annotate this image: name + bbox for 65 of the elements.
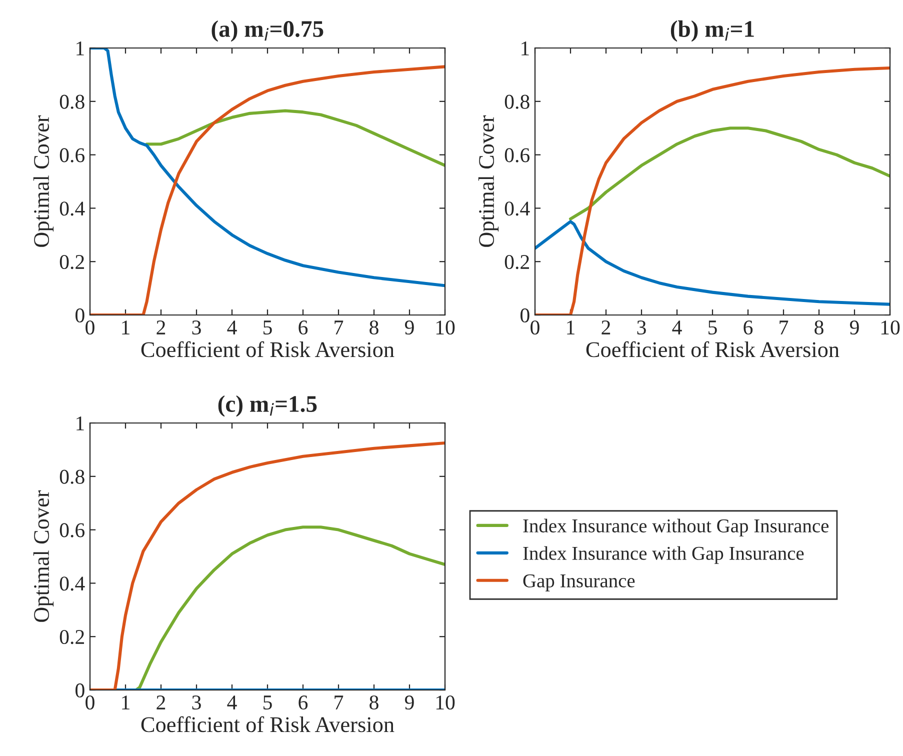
x-tick-label: 2 [156,696,166,710]
legend-label: Gap Insurance [523,574,635,592]
y-tick-label: 0 [76,683,84,698]
y-axis-title: Optimal Cover [33,115,54,247]
x-tick-label: 5 [264,320,272,335]
x-tick-label: 9 [850,320,859,335]
y-tick-label: 0.2 [60,630,84,644]
x-tick-label: 1 [122,696,130,710]
legend-label: Index Insurance without Gap Insurance [523,518,829,536]
y-tick-label: 0.8 [504,94,530,109]
y-tick-label: 1 [522,41,529,56]
x-tick-label: 6 [298,696,308,710]
x-tick-label: 10 [436,320,455,335]
chart-title: (c) m$_{i}$=1.5 [218,395,317,417]
x-tick-label: 0 [530,320,540,335]
x-tick-label: 8 [370,320,378,335]
x-tick-label: 8 [370,695,378,710]
x-tick-label: 6 [298,320,308,335]
y-tick-label: 0.8 [60,470,84,484]
y-tick-label: 1 [76,41,84,56]
x-tick-label: 3 [192,320,201,335]
x-tick-label: 3 [192,696,201,710]
x-tick-label: 7 [334,696,344,710]
y-tick-label: 0.6 [504,148,530,162]
y-tick-label: 0.2 [60,254,84,270]
chart-title: (b) m$_{i}$=1 [670,20,754,42]
x-tick-label: 4 [672,320,682,334]
y-tick-label: 0.4 [60,576,85,591]
x-tick-label: 5 [708,320,717,335]
line-series [134,526,445,690]
x-tick-label: 5 [264,696,272,710]
x-tick-label: 1 [567,320,574,334]
y-tick-label: 0.4 [60,202,85,216]
x-tick-label: 3 [637,320,646,335]
legend-label: Index Insurance with Gap Insurance [523,546,804,564]
y-tick-label: 0 [76,308,84,322]
y-tick-label: 0.8 [60,94,84,109]
y-axis-title: Optimal Cover [478,115,499,247]
y-tick-label: 0.6 [60,148,85,162]
chart-title: (a) m$_{i}$=0.75 [212,20,324,42]
x-tick-label: 4 [227,320,237,334]
line-series [145,109,445,168]
x-tick-label: 6 [744,320,753,335]
y-tick-label: 0.6 [60,523,85,538]
y-tick-label: 0 [520,308,530,322]
x-tick-label: 7 [334,320,344,334]
x-tick-label: 8 [814,320,824,335]
x-tick-label: 1 [122,320,130,334]
line-series [568,126,890,220]
x-tick-label: 2 [156,320,166,334]
y-tick-label: 0.2 [504,254,529,270]
x-tick-label: 2 [602,320,610,334]
y-tick-label: 1 [76,416,84,430]
x-tick-label: 9 [404,696,414,710]
x-axis-title: Coefficient of Risk Aversion [141,716,394,732]
x-tick-label: 10 [881,320,900,335]
x-tick-label: 7 [780,320,788,334]
x-tick-label: 9 [404,320,414,335]
line-series [535,220,890,306]
x-tick-label: 4 [227,696,237,710]
x-tick-label: 10 [436,695,455,710]
x-axis-title: Coefficient of Risk Aversion [141,341,394,358]
x-axis-title: Coefficient of Risk Aversion [586,341,840,358]
y-axis-title: Optimal Cover [33,490,54,622]
y-tick-label: 0.4 [504,202,530,216]
